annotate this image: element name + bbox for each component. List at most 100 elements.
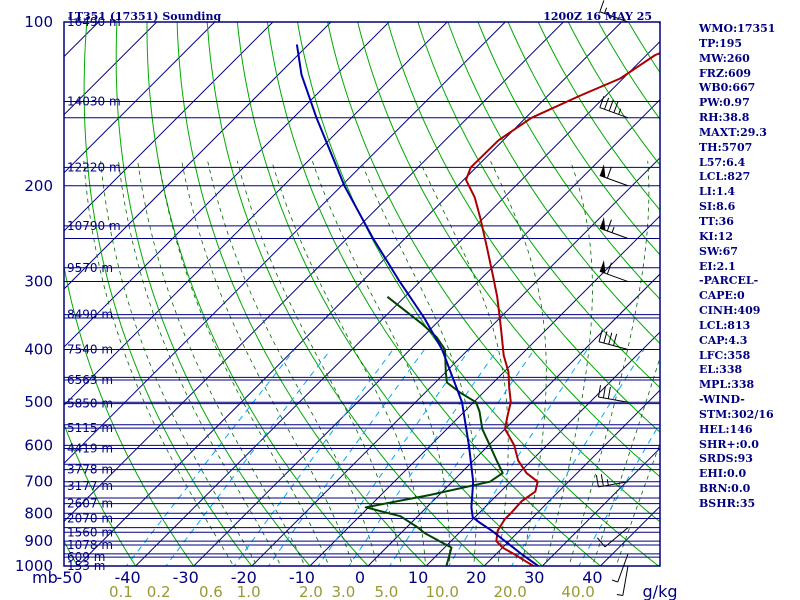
height-label: 5115 m	[67, 421, 113, 435]
index-item: HEL:146	[699, 422, 753, 436]
height-label: 8490 m	[67, 308, 113, 322]
index-item: LFC:358	[699, 348, 751, 362]
pressure-tick-label: 600	[24, 436, 53, 454]
index-item: EL:338	[699, 363, 743, 377]
moist-adiabat-line	[118, 160, 282, 566]
pressure-tick-label: 1000	[15, 557, 53, 575]
index-item: CAP:4.3	[699, 333, 748, 347]
height-label: 14030 m	[67, 94, 121, 108]
dry-adiabat-line	[477, 22, 660, 300]
isotherm-line	[64, 22, 507, 465]
height-label: 7540 m	[67, 343, 113, 357]
isotherm-line	[64, 22, 448, 406]
temperature-tick-label: 10	[408, 568, 428, 587]
isotherm-line	[64, 22, 390, 348]
moist-adiabat-line	[271, 160, 426, 566]
wind-barb	[599, 164, 629, 187]
index-item: CINH:409	[699, 304, 761, 318]
pressure-tick-label: 200	[24, 177, 53, 195]
temperature-tick-label: -40	[115, 568, 141, 587]
height-label: 4419 m	[67, 441, 113, 455]
wind-barb	[596, 527, 629, 548]
mixing-ratio-unit-label: g/kg	[643, 582, 678, 600]
isotherm-line	[367, 273, 660, 566]
height-label: 10790 m	[67, 219, 121, 233]
temperature-tick-label: 0	[355, 568, 365, 587]
index-item: L57:6.4	[699, 155, 746, 169]
moist-adiabat-line	[419, 160, 509, 566]
pressure-tick-label: 100	[24, 13, 53, 31]
index-item: WB0:667	[699, 81, 756, 95]
index-item: FRZ:609	[699, 66, 752, 80]
dry-adiabat-line	[327, 22, 660, 523]
dry-adiabat-line	[296, 22, 660, 566]
dry-adiabat-line	[507, 22, 660, 256]
moist-adiabat-line	[236, 160, 402, 566]
mixing-ratio-label: 40.0	[561, 583, 594, 600]
pressure-tick-label: 500	[24, 393, 53, 411]
index-item: TH:5707	[699, 140, 753, 154]
height-label: 12220 m	[67, 160, 121, 174]
dry-adiabat-line	[447, 22, 660, 345]
index-item: -PARCEL-	[699, 274, 759, 288]
mixing-ratio-line	[267, 349, 425, 566]
wind-barb	[599, 260, 629, 283]
parcel-trace	[295, 44, 539, 566]
temperature-tick-label: -20	[231, 568, 257, 587]
moist-adiabat-line	[544, 160, 593, 566]
isotherm-line	[64, 22, 274, 232]
moist-adiabat-line	[490, 160, 547, 566]
mixing-ratio-line	[317, 349, 471, 566]
index-item: TP:195	[699, 36, 743, 50]
mixing-ratio-label: 2.0	[299, 583, 323, 600]
dry-adiabat-line	[206, 22, 485, 566]
wind-barb	[616, 565, 629, 597]
moist-adiabat-line	[360, 160, 477, 566]
isotherm-line	[309, 215, 660, 566]
index-item: SI:8.6	[699, 200, 736, 214]
mixing-ratio-line	[511, 349, 645, 566]
temperature-tick-label: 20	[466, 568, 486, 587]
moist-adiabat-line	[207, 160, 378, 566]
isotherm-line	[192, 98, 660, 566]
height-label: 153 m	[67, 559, 105, 573]
pressure-tick-label: 900	[24, 532, 53, 550]
index-item: LCL:813	[699, 318, 751, 332]
height-label: 2070 m	[67, 512, 113, 526]
index-item: MAXT:29.3	[699, 125, 767, 139]
moist-adiabat-line	[568, 160, 650, 566]
dry-adiabat-line	[236, 22, 544, 566]
wind-barb	[611, 553, 629, 583]
dewpoint-trace	[364, 296, 504, 566]
height-label: 609 m	[67, 550, 105, 564]
index-item: MPL:338	[699, 378, 755, 392]
index-item: SW:67	[699, 244, 738, 258]
isotherm-line	[64, 22, 332, 290]
mixing-ratio-label: 1.0	[237, 583, 261, 600]
pressure-tick-label: 800	[24, 504, 53, 522]
index-item: SRDS:93	[699, 452, 753, 466]
isotherm-line	[483, 389, 660, 566]
index-item: PW:0.97	[699, 96, 750, 110]
dry-adiabat-line	[176, 22, 427, 566]
index-item: KI:12	[699, 229, 734, 243]
index-item: LI:1.4	[699, 185, 736, 199]
index-item: -WIND-	[699, 393, 745, 407]
index-item: CAPE:0	[699, 289, 745, 303]
wind-barb	[599, 0, 629, 23]
moist-adiabat-line	[83, 160, 235, 566]
pressure-tick-label: 700	[24, 473, 53, 491]
index-item: BSHR:35	[699, 497, 756, 510]
mixing-ratio-label: 0.2	[147, 583, 171, 600]
index-item: TT:36	[699, 214, 734, 228]
mixing-ratio-line	[389, 349, 535, 566]
dry-adiabat-line	[64, 422, 137, 566]
wind-barb	[595, 474, 629, 488]
pressure-tick-label: 400	[24, 341, 53, 359]
index-item: WMO:17351	[699, 22, 776, 35]
index-item: LCL:827	[699, 170, 751, 184]
sounding-traces	[295, 44, 660, 566]
moist-adiabat-line	[311, 160, 451, 566]
isotherm-line	[76, 22, 623, 566]
mixing-ratio-label: 0.6	[199, 583, 223, 600]
